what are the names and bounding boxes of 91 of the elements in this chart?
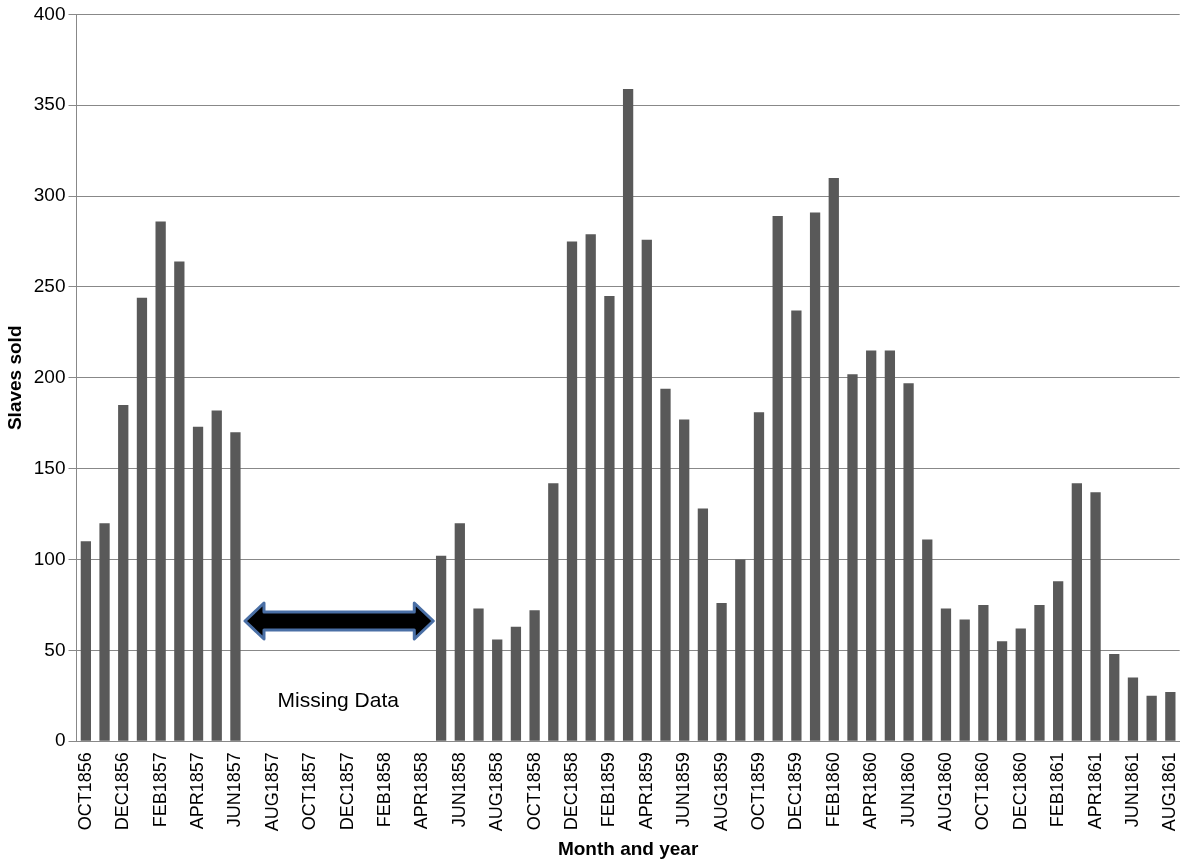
x-tick-label: AUG1857 [261,752,282,832]
bar [492,639,503,741]
bar [922,539,933,741]
x-tick-label: DEC1856 [112,752,133,831]
x-tick-label: OCT1859 [747,752,768,831]
bar [996,641,1008,741]
y-tick-label: 100 [33,547,66,569]
y-tick-label: 200 [33,366,66,388]
bar [230,432,241,741]
bar [585,234,596,741]
x-tick-label: JUN1857 [224,752,245,828]
bar [174,261,185,741]
bar [435,555,447,741]
bar [940,608,952,741]
bar [136,297,148,741]
bar [99,523,110,741]
x-tick-label: OCT1858 [523,752,544,831]
bar [1109,653,1120,741]
x-tick-label: OCT1860 [972,752,993,831]
bar [641,239,652,741]
x-tick-label: AUG1860 [934,752,955,832]
x-tick-label: FEB1860 [822,752,843,828]
bar [753,412,765,741]
bar [548,483,559,741]
bar [978,604,989,741]
x-tick-label: AUG1861 [1159,752,1180,832]
bar [735,559,746,741]
bar [192,426,204,741]
bar [679,419,690,741]
x-tick-label: OCT1857 [299,752,320,831]
bar [660,388,671,741]
bar [791,310,802,741]
x-tick-label: DEC1860 [1009,752,1030,831]
bar [155,221,166,741]
bar [604,296,615,741]
bar [80,541,91,741]
x-tick-label: FEB1859 [598,752,619,828]
x-tick-label: FEB1861 [1047,752,1068,828]
bar [809,212,821,741]
bar [454,523,465,741]
y-tick-label: 400 [33,2,66,24]
bar [847,374,858,741]
x-tick-label: JUN1860 [897,752,918,828]
bar [716,603,727,741]
x-tick-label: APR1860 [860,752,881,830]
y-tick-label: 50 [44,638,66,660]
x-tick-label: AUG1859 [710,752,731,832]
bar [118,405,129,741]
x-tick-label: APR1858 [411,752,432,830]
x-tick-label: DEC1859 [785,752,806,831]
y-tick-label: 150 [33,456,66,478]
bar [959,619,970,741]
x-tick-label: JUN1858 [448,752,469,828]
x-tick-label: JUN1861 [1121,752,1142,828]
y-tick-label: 300 [33,184,66,206]
x-tick-label: APR1857 [187,752,208,830]
bar [529,610,540,741]
bar [697,508,709,741]
bar [1071,483,1082,741]
bar [903,383,914,741]
bar [1146,695,1157,741]
bar [866,350,877,741]
bar [622,88,634,741]
bar [828,177,839,741]
bar [884,350,896,741]
x-tick-label: APR1859 [635,752,656,830]
y-tick-label: 250 [33,275,66,297]
bar [1165,692,1176,741]
x-tick-label: OCT1856 [74,752,95,831]
y-tick-label: 350 [33,93,66,115]
x-tick-label: FEB1857 [149,752,170,828]
bar [473,608,484,741]
bar [211,410,222,741]
bar [1053,581,1064,741]
bar [1034,604,1045,741]
bar [566,241,578,741]
x-tick-label: AUG1858 [486,752,507,832]
bar [772,216,783,741]
bar [1015,628,1026,741]
x-tick-label: JUN1859 [673,752,694,828]
x-axis-title: Month and year [557,837,699,859]
x-tick-label: FEB1858 [373,752,394,828]
y-tick-label: 0 [54,729,66,751]
bar [510,626,522,741]
bar [1090,492,1101,741]
x-tick-label: DEC1858 [560,752,581,831]
bar [1127,677,1139,741]
y-axis-title: Slaves sold [3,325,25,431]
x-tick-label: APR1861 [1084,752,1105,830]
annotation: Missing Data [277,687,400,711]
x-tick-label: DEC1857 [336,752,357,831]
